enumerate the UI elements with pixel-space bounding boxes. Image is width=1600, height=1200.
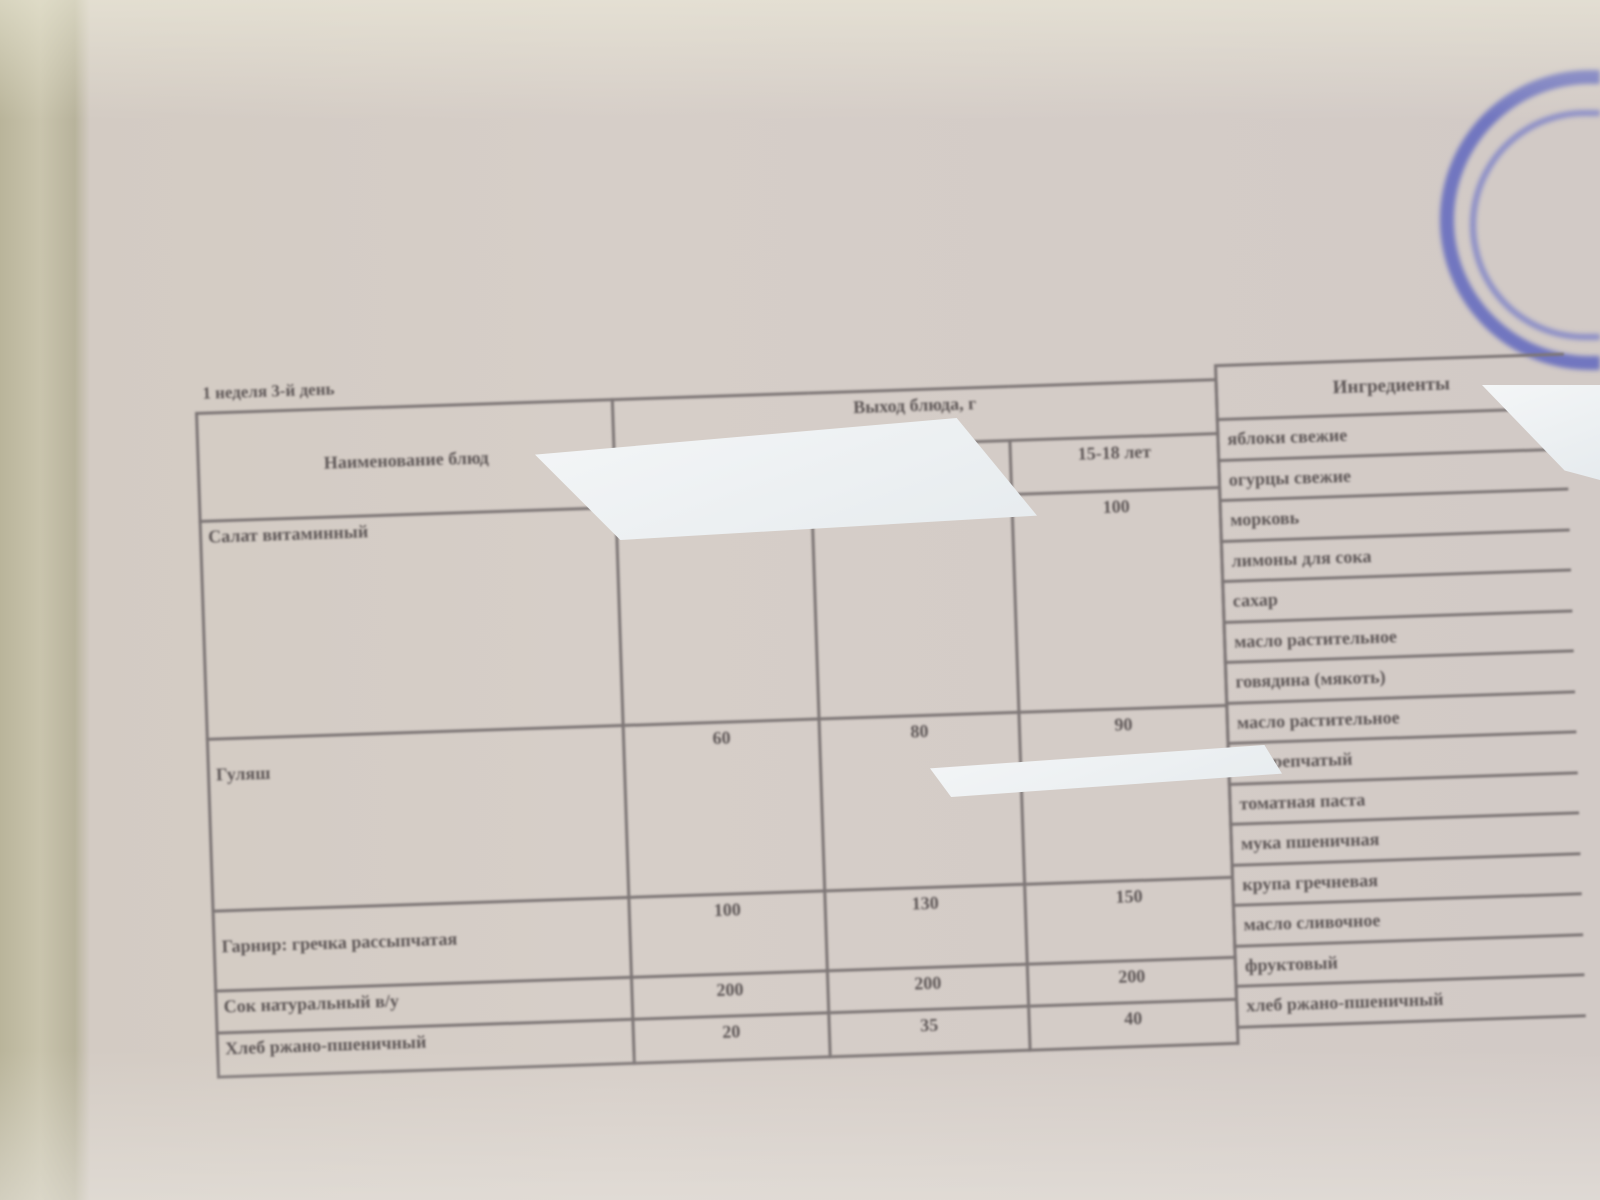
portion-value: 40 bbox=[1028, 999, 1239, 1051]
table-row: Гуляш 60 80 90 bbox=[207, 705, 1233, 912]
portion-value: 60 bbox=[623, 718, 825, 898]
dish-name: Гуляш bbox=[207, 725, 629, 912]
dish-name: Гарнир: гречка рассыпчатая bbox=[213, 897, 632, 992]
portion-value: 100 bbox=[628, 890, 828, 978]
portion-value bbox=[811, 494, 1019, 719]
portion-value: 150 bbox=[1024, 877, 1236, 965]
portion-value: 200 bbox=[631, 970, 829, 1020]
portion-value: 100 bbox=[1011, 487, 1227, 713]
portion-value: 35 bbox=[828, 1006, 1031, 1057]
dish-name: Салат витаминный bbox=[200, 507, 624, 740]
portion-value: 80 bbox=[819, 712, 1025, 891]
ingredients-column: Ингредиенты яблоки свежие огурцы свежие … bbox=[1213, 352, 1586, 1029]
header-age-3: 15-18 лет bbox=[1009, 433, 1220, 495]
portion-value: 20 bbox=[632, 1012, 831, 1064]
portion-value: 200 bbox=[827, 964, 1029, 1013]
portion-value: 90 bbox=[1018, 705, 1233, 885]
portion-value: 200 bbox=[1027, 957, 1237, 1007]
day-caption: 1 неделя 3-й день bbox=[202, 379, 335, 403]
portion-value: 130 bbox=[824, 884, 1028, 971]
